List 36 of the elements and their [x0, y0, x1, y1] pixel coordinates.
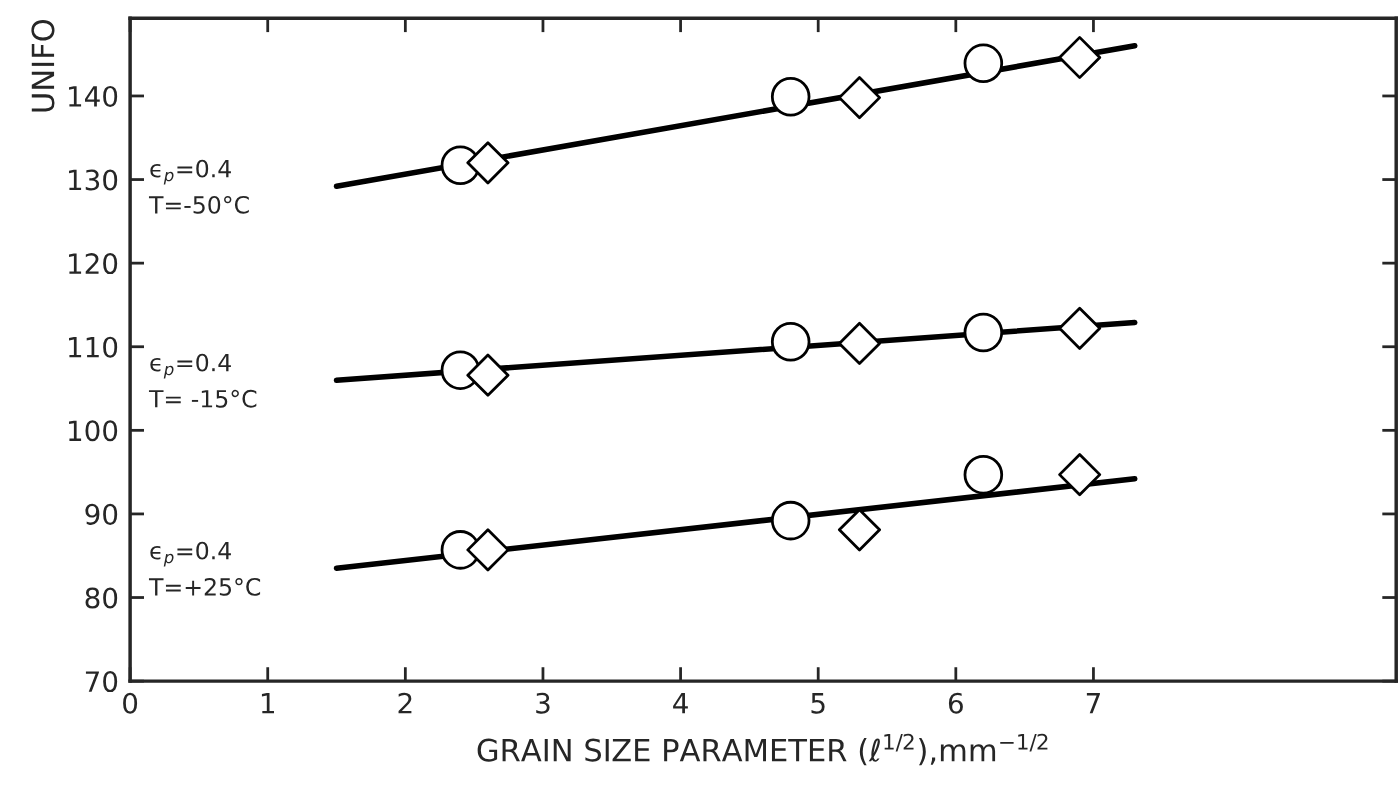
annotation: ϵ$_{p}$=0.4 T=-50°C — [148, 159, 249, 214]
x-axis-title: GRAIN SIZE PARAMETER (ℓ$^{1/2}$),mm$^{−1/2}$ — [477, 733, 1048, 766]
point — [770, 500, 811, 541]
x-tick-label: 6 — [948, 692, 963, 714]
y-axis-title: UNIFO — [31, 19, 55, 112]
point — [1058, 35, 1102, 80]
y-tick-label: 80 — [85, 587, 118, 609]
point — [1058, 306, 1102, 350]
y-tick-label: 130 — [69, 169, 118, 191]
point — [837, 321, 881, 365]
y-tick-label: 140 — [69, 85, 118, 107]
x-tick-label: 7 — [1086, 693, 1100, 714]
x-tick-label: 1 — [261, 693, 274, 714]
x-tick-label: 3 — [536, 692, 550, 714]
y-tick-label: 100 — [69, 420, 118, 442]
point — [963, 312, 1004, 353]
point — [466, 141, 510, 185]
point — [1058, 453, 1102, 497]
annotation: ϵ$_{p}$=0.4 T=+25°C — [148, 541, 261, 596]
point — [770, 77, 811, 117]
x-tick-label: 4 — [673, 693, 688, 714]
point — [963, 43, 1004, 84]
annotation: ϵ$_{p}$=0.4 T= -15°C — [148, 353, 257, 408]
x-tick-label: 2 — [398, 692, 412, 714]
y-tick-label: 90 — [85, 503, 118, 525]
y-tick-label: 120 — [69, 253, 118, 275]
point — [466, 528, 510, 572]
y-tick-label: 110 — [69, 336, 118, 358]
point — [466, 353, 510, 397]
point — [837, 76, 881, 120]
point — [837, 508, 881, 552]
x-tick-label: 0 — [123, 692, 138, 714]
y-tick-label: 70 — [85, 671, 118, 693]
point — [770, 321, 811, 362]
x-tick-label: 5 — [811, 693, 825, 714]
point — [963, 454, 1004, 495]
